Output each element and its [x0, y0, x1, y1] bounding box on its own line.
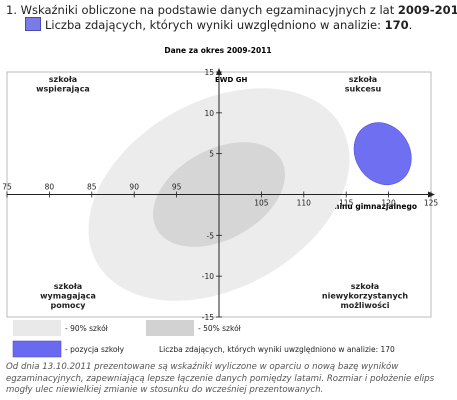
quadrant-label-top-left: szkoła wspierająca — [36, 75, 90, 94]
y-tick-label--10: -10 — [202, 272, 214, 281]
ellipse-2 — [353, 122, 412, 186]
quadrant-label-bottom-left: szkoła wymagająca pomocy — [40, 282, 96, 310]
header-number: 1. — [6, 3, 17, 17]
quadrant-label-line: wspierająca — [36, 85, 90, 94]
header-line-2: Liczba zdających, których wyniki uwzględ… — [6, 17, 457, 32]
footnote: Od dnia 13.10.2011 prezentowane są wskaź… — [6, 362, 435, 395]
quadrant-label-line: niewykorzystanych — [322, 292, 409, 301]
header-count-text: Liczba zdających, których wyniki uwzględ… — [45, 18, 381, 32]
y-tick-label-10: 10 — [204, 109, 214, 118]
header-years: 2009-2011 — [397, 3, 457, 17]
x-tick-label-125: 125 — [424, 199, 439, 208]
y-axis-label: EWD GH — [215, 76, 247, 84]
x-tick-label-95: 95 — [172, 183, 182, 192]
quadrant-label-line: możliwości — [340, 300, 389, 310]
header: 1. Wskaźniki obliczone na podstawie dany… — [6, 3, 457, 32]
header-line-1: 1. Wskaźniki obliczone na podstawie dany… — [6, 3, 457, 17]
header-count-value: 170 — [384, 18, 409, 32]
axes: 75 80 85 90 95 105 110 115 120 125 -15 -10 -5 5 10 15 — [2, 68, 438, 322]
x-axis-arrow-icon — [428, 191, 435, 198]
header-count-suffix: . — [408, 18, 413, 32]
y-axis-arrow-icon — [216, 68, 222, 75]
legend-swatch-1 — [146, 320, 194, 336]
plot-area: Dane za okres 2009-2011 EWD GH wynik egz… — [2, 46, 438, 322]
legend-label-0: - 90% szkół — [65, 324, 109, 333]
quadrant-label-bottom-right: szkoła niewykorzystanych możliwości — [322, 282, 409, 310]
x-tick-label-80: 80 — [45, 183, 55, 192]
legend-label-2: - pozycja szkoły — [65, 345, 125, 354]
quadrant-label-line: szkoła — [351, 282, 379, 291]
quadrant-label-line: szkoła — [54, 282, 82, 291]
y-tick-label-5: 5 — [209, 150, 214, 159]
chart-title: Dane za okres 2009-2011 — [164, 46, 271, 55]
legend-label-1: - 50% szkół — [198, 324, 242, 333]
x-tick-label-110: 110 — [297, 199, 312, 208]
quadrant-label-top-right: szkoła sukcesu — [345, 75, 382, 94]
header-text: Wskaźniki obliczone na podstawie danych … — [20, 3, 395, 17]
y-tick-label--5: -5 — [207, 231, 215, 240]
legend: - 90% szkół - 50% szkół - pozycja szkoły Li… — [12, 320, 395, 358]
y-tick-label--15: -15 — [202, 313, 214, 322]
x-tick-label-85: 85 — [87, 183, 97, 192]
legend-count-text: Liczba zdających, których wyniki uwzględ… — [159, 345, 395, 354]
school-position-swatch-icon — [25, 17, 41, 31]
quadrant-label-line: pomocy — [50, 301, 86, 310]
quadrant-label-line: sukcesu — [345, 85, 382, 94]
y-tick-label-15: 15 — [204, 68, 214, 77]
legend-swatch-2 — [12, 340, 62, 358]
x-tick-label-90: 90 — [129, 183, 139, 192]
x-tick-label-105: 105 — [254, 199, 269, 208]
x-tick-label-75: 75 — [2, 183, 12, 192]
legend-swatch-0 — [13, 320, 61, 336]
x-tick-label-115: 115 — [339, 199, 354, 208]
ewd-chart: Dane za okres 2009-2011 EWD GH wynik egz… — [2, 46, 438, 358]
quadrant-label-line: wymagająca — [40, 292, 96, 301]
x-tick-label-120: 120 — [381, 199, 396, 208]
quadrant-label-line: szkoła — [349, 75, 377, 84]
x-axis-label: wynik egzaminu gimnazjalnego — [284, 202, 417, 211]
quadrant-label-line: szkoła — [49, 75, 77, 84]
